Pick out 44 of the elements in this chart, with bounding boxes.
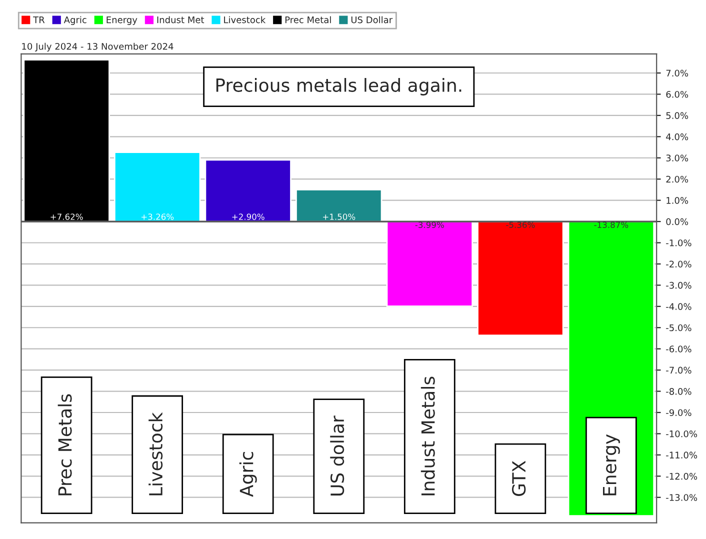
y-tick-label: -7.0% [666,366,692,374]
legend-label: Agric [64,16,86,25]
data-label: -5.36% [506,222,535,228]
y-tick-label: -3.0% [666,282,692,289]
y-tick-label: -11.0% [666,452,698,458]
text: Precious metals lead again. [216,78,462,96]
data-label: +7.62% [50,214,83,220]
y-tick-label: -6.0% [666,346,692,352]
x-tick-label: Prec Metals [58,394,72,496]
y-tick-label: 1.0% [666,197,688,204]
data-label: -13.87% [594,222,628,228]
y-tick-label: -2.0% [666,260,692,268]
x-tick-label: Agric [239,452,257,497]
data-label: -3.99% [415,222,444,228]
y-tick-label: -8.0% [666,388,692,395]
chart-subtitle: 10 July 2024 - 13 November 2024 [22,42,174,52]
x-tick-label: Livestock [148,412,163,496]
y-tick-label: 4.0% [666,133,688,140]
y-tick-label: 2.0% [666,176,688,183]
y-tick-label: 0.0% [666,218,688,226]
y-tick-label: -5.0% [666,324,692,332]
x-tick-label: Indust Metals [420,376,435,496]
y-tick-label: 7.0% [666,70,688,77]
y-tick-label: -12.0% [666,472,698,480]
legend-label: US Dollar [351,16,393,24]
x-tick-label: GTX [512,460,526,496]
y-tick-label: 5.0% [666,112,688,119]
data-label: +3.26% [141,214,174,220]
legend-label: TR [33,16,45,24]
y-tick-label: -4.0% [666,303,692,310]
y-tick-label: -1.0% [666,239,692,246]
y-tick-label: -13.0% [666,494,698,501]
legend-label: Prec Metal [285,16,331,24]
y-tick-label: -9.0% [666,409,692,416]
y-tick-label: 6.0% [666,90,688,98]
x-tick-label: US dollar [330,416,344,496]
y-tick-label: -10.0% [666,430,698,438]
legend-label: Energy [106,16,138,25]
legend-label: Livestock [224,16,266,24]
y-tick-label: 3.0% [666,154,688,162]
x-tick-label: Energy [603,434,620,496]
data-label: +1.50% [323,214,356,220]
legend-label: Indust Met [157,16,204,24]
data-label: +2.90% [232,214,264,220]
